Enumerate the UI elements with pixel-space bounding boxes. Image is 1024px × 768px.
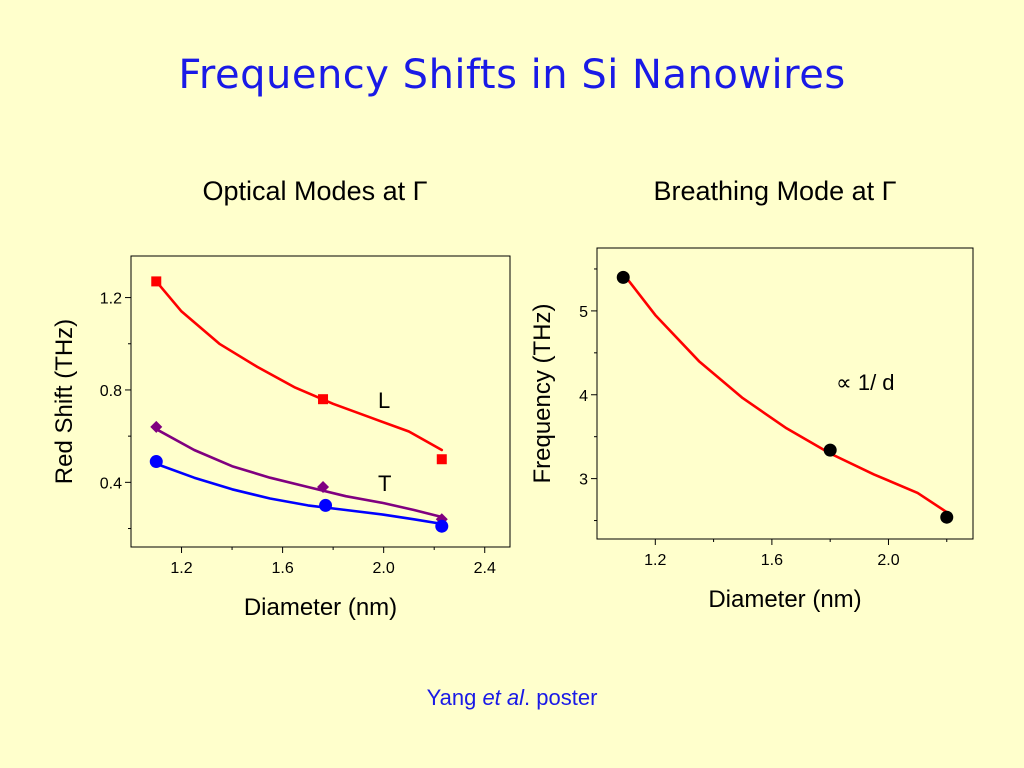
left-chart-title: Optical Modes at Γ bbox=[202, 176, 428, 206]
y-axis-title: Frequency (THz) bbox=[529, 303, 556, 483]
square-marker bbox=[151, 276, 162, 287]
circle-marker bbox=[616, 270, 630, 284]
diamond-marker bbox=[150, 420, 163, 433]
label-t: T bbox=[378, 471, 391, 496]
label-l: L bbox=[378, 388, 390, 413]
circle-marker bbox=[823, 443, 837, 457]
x-tick-label: 1.2 bbox=[644, 552, 666, 569]
x-tick-label: 1.6 bbox=[271, 560, 293, 577]
x-tick-label: 1.2 bbox=[170, 560, 192, 577]
diamond-marker bbox=[317, 480, 330, 493]
x-tick-label: 1.6 bbox=[761, 552, 783, 569]
circle-marker bbox=[319, 498, 333, 512]
x-tick-label: 2.0 bbox=[373, 560, 395, 577]
x-tick-label: 2.4 bbox=[474, 560, 496, 577]
y-tick-label: 0.8 bbox=[100, 383, 122, 400]
label-inverse-d: ∝ 1/ d bbox=[836, 370, 895, 395]
fit-curve bbox=[155, 280, 444, 452]
slide-title: Frequency Shifts in Si Nanowires bbox=[178, 52, 846, 98]
citation-etal: et al bbox=[482, 685, 525, 710]
fit-curve bbox=[155, 462, 444, 526]
y-tick-label: 0.4 bbox=[100, 475, 122, 492]
y-tick-label: 1.2 bbox=[100, 291, 122, 308]
citation: Yang et al. poster bbox=[0, 685, 1024, 711]
y-tick-label: 5 bbox=[579, 304, 588, 321]
right-chart-title: Breathing Mode at Γ bbox=[653, 176, 897, 206]
citation-rest: . poster bbox=[524, 685, 598, 710]
x-tick-label: 2.0 bbox=[877, 552, 899, 569]
plot-frame bbox=[130, 255, 511, 548]
x-axis-title: Diameter (nm) bbox=[708, 586, 861, 613]
citation-author: Yang bbox=[426, 685, 483, 710]
y-axis-title: Red Shift (THz) bbox=[51, 319, 78, 484]
plot-frame bbox=[596, 247, 974, 540]
optical-modes-chart: 1.2 1.6 2.0 2.4 0.4 0.8 1.2 Diameter (nm) Red Sh… bbox=[51, 255, 511, 621]
square-marker bbox=[436, 454, 447, 465]
breathing-mode-chart: 1.2 1.6 2.0 3 4 5 Diameter (nm) Frequency (THz)… bbox=[529, 247, 974, 613]
circle-marker bbox=[435, 519, 449, 533]
y-tick-label: 4 bbox=[579, 388, 588, 405]
fit-curve bbox=[624, 276, 949, 514]
circle-marker bbox=[149, 455, 163, 469]
circle-marker bbox=[940, 510, 954, 524]
square-marker bbox=[318, 394, 329, 405]
x-axis-title: Diameter (nm) bbox=[244, 594, 397, 621]
fit-curve bbox=[155, 427, 444, 519]
y-tick-label: 3 bbox=[579, 472, 588, 489]
